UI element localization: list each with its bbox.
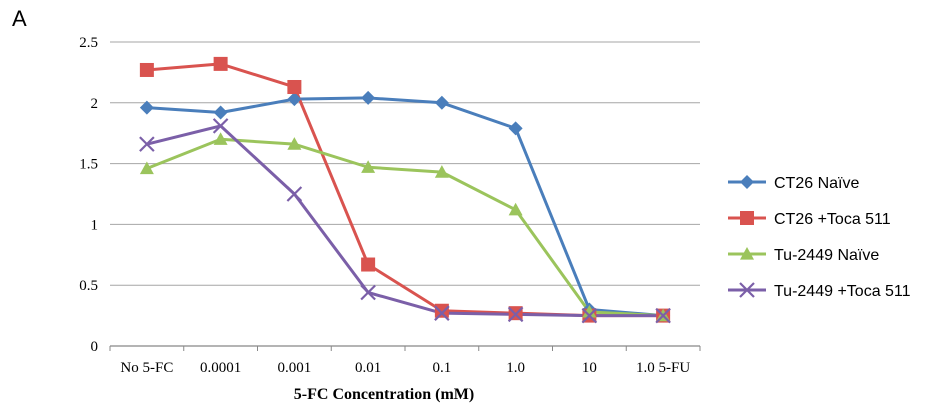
data-point-marker <box>139 161 154 175</box>
data-point-marker <box>581 307 598 324</box>
legend-item: CT26 +Toca 511 <box>728 211 891 228</box>
data-point-marker <box>508 121 523 136</box>
data-point-marker <box>139 136 155 152</box>
x-tick-label: 1.0 <box>506 360 525 376</box>
x-tick-label: 0.0001 <box>200 360 241 376</box>
gridlines <box>110 41 700 347</box>
data-point-marker <box>213 105 228 120</box>
legend-swatch-marker <box>740 175 754 189</box>
x-tick-label: 1.0 5-FU <box>636 360 690 376</box>
y-tick-label: 0 <box>91 339 99 355</box>
data-point-marker <box>655 307 671 324</box>
legend-swatch-marker <box>740 247 754 260</box>
data-point-marker <box>287 92 302 107</box>
data-point-marker <box>507 306 524 323</box>
data-point-marker <box>361 257 376 272</box>
y-tick-label: 2.5 <box>79 35 98 51</box>
data-point-marker <box>286 186 303 202</box>
x-axis-label: 5-FC Concentration (mM) <box>294 386 474 403</box>
legend-item: Tu-2449 +Toca 511 <box>728 282 911 300</box>
data-point-marker <box>139 100 154 115</box>
data-point-marker <box>582 304 597 318</box>
data-point-marker <box>434 95 449 110</box>
legend-item: Tu-2449 Naïve <box>728 247 879 264</box>
data-point-marker <box>360 284 376 301</box>
x-axis-ticks: No 5-FC 0.0001 0.001 0.01 0.1 1.0 10 1.0 5-FU <box>109 346 701 376</box>
series-line <box>146 124 664 318</box>
legend-label: Tu-2449 +Toca 511 <box>774 283 911 300</box>
x-tick-label: 10 <box>582 360 597 376</box>
series-markers <box>139 56 671 324</box>
panel-label: A <box>12 6 27 31</box>
series-line <box>146 137 664 318</box>
legend: CT26 Naïve CT26 +Toca 511 Tu-2449 Naïve Tu-… <box>728 175 911 300</box>
x-tick-label: 0.01 <box>355 360 381 376</box>
legend-label: CT26 Naïve <box>774 175 859 192</box>
legend-label: Tu-2449 Naïve <box>774 247 879 264</box>
data-point-marker <box>139 62 154 77</box>
legend-label: CT26 +Toca 511 <box>774 211 891 228</box>
x-tick-label: 0.1 <box>433 360 452 376</box>
legend-swatch-marker <box>739 282 755 298</box>
data-point-marker <box>434 165 449 178</box>
y-tick-label: 1 <box>91 217 99 233</box>
x-tick-label: No 5-FC <box>120 360 173 376</box>
data-point-marker <box>287 79 302 94</box>
data-point-marker <box>212 118 229 134</box>
legend-swatch-marker <box>740 211 754 225</box>
data-point-marker <box>434 305 450 321</box>
series-line <box>146 96 664 318</box>
series-lines <box>146 62 664 318</box>
y-tick-label: 1.5 <box>79 157 98 173</box>
data-point-marker <box>361 160 376 173</box>
x-tick-label: 0.001 <box>278 360 312 376</box>
data-point-marker <box>361 90 376 105</box>
legend-item: CT26 Naïve <box>728 175 859 192</box>
data-point-marker <box>434 303 449 318</box>
data-point-marker <box>213 132 228 145</box>
y-axis-ticks: 0 0.5 1 1.5 2 2.5 <box>79 35 98 355</box>
data-point-marker <box>287 137 302 150</box>
data-point-marker <box>213 56 228 71</box>
data-point-marker <box>508 202 523 216</box>
y-tick-label: 2 <box>91 96 99 112</box>
y-tick-label: 0.5 <box>79 278 98 294</box>
